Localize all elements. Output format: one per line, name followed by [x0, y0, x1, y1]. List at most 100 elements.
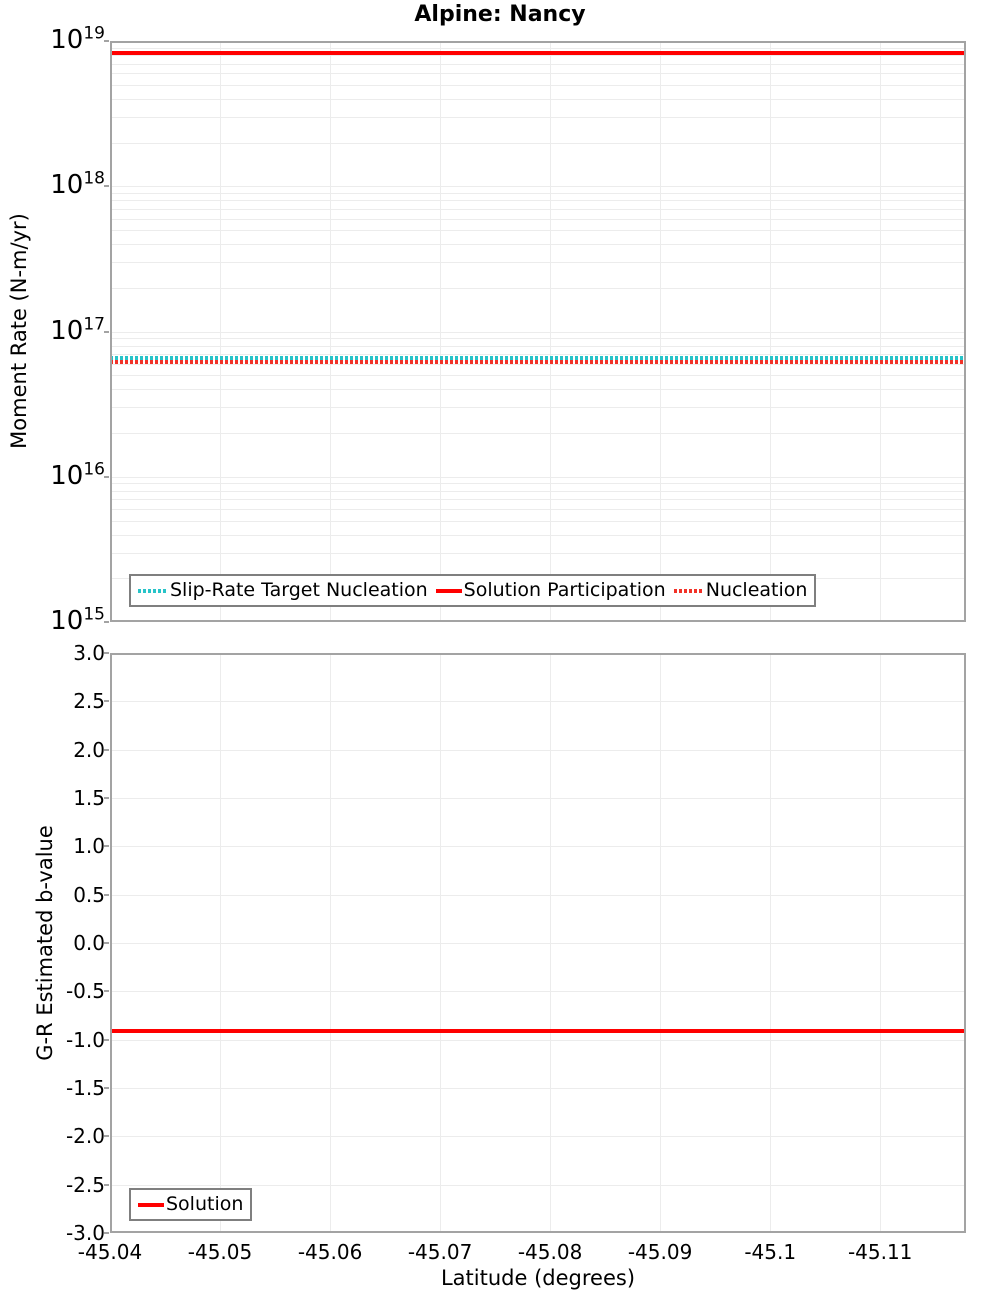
gridline-horizontal	[110, 73, 966, 75]
y-tick-label: 0.0	[73, 931, 105, 955]
y-tick-mark	[104, 1038, 109, 1041]
y-tick-label: -1.5	[65, 1076, 105, 1100]
legend-line-sample-dotted	[138, 588, 168, 593]
gridline-horizontal	[110, 262, 966, 264]
gridline-horizontal	[110, 749, 966, 751]
y-tick-label: -1.0	[65, 1027, 105, 1052]
gridline-vertical	[770, 41, 772, 622]
y-tick-label: -2.5	[65, 1172, 105, 1197]
legend-moment-rate: Slip-Rate Target Nucleation Solution Part…	[129, 574, 817, 607]
gridline-horizontal	[110, 1184, 966, 1186]
gridline-vertical	[660, 653, 662, 1233]
gridline-vertical	[550, 653, 552, 1233]
x-axis-title: Latitude (degrees)	[440, 1266, 636, 1290]
gridline-horizontal	[110, 200, 966, 202]
y-tick-mark	[104, 652, 109, 654]
legend-label: Nucleation	[705, 579, 808, 601]
y-tick-mark	[104, 330, 109, 333]
series-line-solution	[110, 1029, 966, 1033]
series-line-nucleation	[110, 359, 966, 364]
x-tick-label: -45.06	[297, 1240, 363, 1264]
gridline-horizontal	[110, 47, 966, 49]
y-tick-label: 2.5	[73, 689, 105, 714]
y-tick-mark	[104, 845, 109, 848]
legend-item: Solution Participation	[435, 580, 666, 601]
y-axis-title-moment-rate: Moment Rate (N-m/yr)	[7, 213, 31, 449]
gridline-horizontal	[110, 230, 966, 231]
y-tick-label: -0.5	[65, 979, 105, 1004]
gridline-horizontal	[110, 483, 966, 485]
gridline-horizontal	[110, 499, 966, 501]
y-tick-label: 1018	[50, 168, 105, 201]
gridline-horizontal	[110, 363, 966, 365]
gridline-vertical	[550, 41, 552, 622]
y-tick-mark	[104, 700, 109, 703]
x-tick-label: -45.11	[847, 1240, 913, 1264]
gridline-horizontal	[110, 345, 966, 347]
y-tick-mark	[104, 621, 109, 623]
y-tick-label: 3.0	[73, 641, 105, 665]
legend-b-value: Solution	[129, 1188, 253, 1221]
y-tick-mark	[104, 1232, 109, 1234]
y-tick-label: 1017	[50, 313, 105, 346]
gridline-vertical	[660, 41, 662, 622]
gridline-vertical	[330, 41, 332, 622]
gridline-horizontal	[110, 142, 966, 144]
y-tick-mark	[104, 475, 109, 478]
y-tick-label: 1016	[50, 459, 105, 491]
gridline-horizontal	[110, 520, 966, 522]
x-tick-label: -45.09	[627, 1240, 693, 1264]
legend-item: Slip-Rate Target Nucleation	[138, 580, 428, 601]
legend-line-sample-solid	[138, 1202, 164, 1207]
y-tick-mark	[104, 1135, 109, 1138]
gridline-horizontal	[110, 186, 966, 188]
gridline-horizontal	[110, 354, 966, 355]
legend-line-sample-solid	[435, 588, 462, 593]
gridline-horizontal	[110, 84, 966, 86]
gridline-horizontal	[110, 552, 966, 554]
legend-label: Slip-Rate Target Nucleation	[170, 579, 428, 601]
gridline-horizontal	[110, 192, 966, 194]
gridline-horizontal	[110, 244, 966, 246]
gridline-horizontal	[110, 701, 966, 703]
x-tick-label: -45.07	[407, 1240, 473, 1264]
chart-title: Alpine: Nancy	[414, 2, 586, 27]
gridline-horizontal	[110, 509, 966, 510]
y-tick-label: 2.0	[73, 737, 105, 762]
gridline-horizontal	[110, 55, 966, 57]
gridline-horizontal	[110, 490, 966, 492]
gridline-horizontal	[110, 1088, 966, 1089]
y-tick-mark	[104, 1087, 109, 1089]
y-tick-mark	[104, 748, 109, 751]
y-tick-label: -2.0	[65, 1124, 105, 1149]
legend-label: Solution	[166, 1193, 244, 1215]
y-tick-label: -3.0	[65, 1221, 105, 1245]
gridline-horizontal	[110, 798, 966, 799]
gridline-horizontal	[110, 991, 966, 993]
plot-area-b-value	[110, 653, 966, 1233]
gridline-horizontal	[110, 407, 966, 409]
y-tick-mark	[104, 1183, 109, 1186]
y-tick-mark	[104, 797, 109, 799]
gridline-horizontal	[110, 846, 966, 848]
y-tick-label: 1.0	[73, 834, 105, 859]
gridline-horizontal	[110, 943, 966, 944]
legend-item: Solution	[138, 1194, 243, 1215]
gridline-horizontal	[110, 894, 966, 896]
gridline-horizontal	[110, 208, 966, 210]
gridline-horizontal	[110, 98, 966, 100]
gridline-horizontal	[110, 287, 966, 289]
gridline-vertical	[770, 653, 772, 1233]
y-tick-label: 1019	[50, 23, 105, 55]
legend-item: Nucleation	[673, 579, 808, 601]
gridline-horizontal	[110, 389, 966, 391]
y-tick-mark	[104, 942, 109, 944]
y-axis-title-b-value: G-R Estimated b-value	[33, 825, 57, 1061]
series-line-slip-rate-target-nucleation	[110, 355, 966, 360]
x-tick-label: -45.05	[187, 1240, 253, 1264]
gridline-horizontal	[110, 433, 966, 434]
legend-line-sample-dotted	[673, 588, 704, 593]
gridline-vertical	[330, 653, 332, 1233]
gridline-horizontal	[110, 534, 966, 536]
